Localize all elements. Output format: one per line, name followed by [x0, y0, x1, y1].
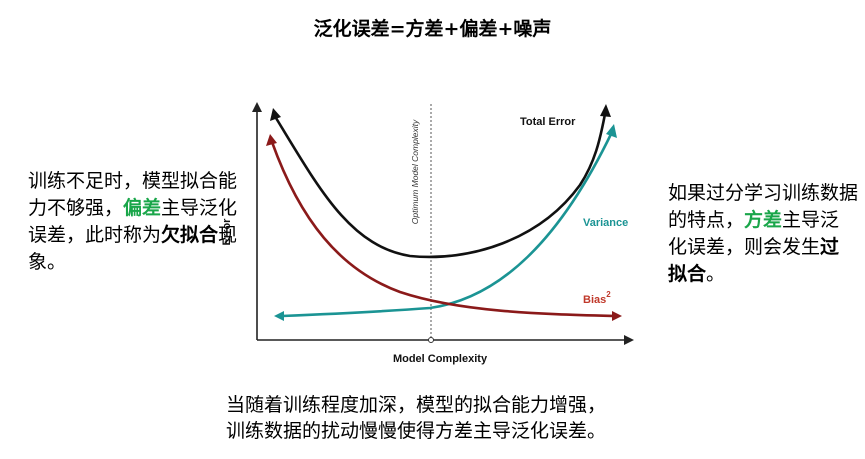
bias-label: Bias2	[583, 290, 611, 306]
left-text-part3: 现象。	[28, 224, 238, 273]
page-title: 泛化误差=方差+偏差+噪声	[313, 18, 552, 40]
bias-label-text: Bias	[583, 294, 606, 306]
overfit-highlight: 过拟合	[668, 236, 840, 285]
right-text-part1: 如果过分学习训练数据的特点，	[668, 182, 859, 231]
optimum-label: Optimum Model Complexity	[410, 119, 420, 224]
y-axis-arrowhead	[252, 102, 262, 112]
x-axis-arrowhead	[624, 335, 634, 345]
bias-curve	[270, 141, 615, 318]
left-text-part2: 主导泛化误差，此时称为	[28, 197, 238, 246]
variance-label: Variance	[583, 217, 628, 229]
bottom-explanation: 当随着训练程度加深，模型的拟合能力增强， 训练数据的扰动慢慢使得方差主导泛化误差…	[226, 392, 846, 444]
left-explanation: 训练不足时，模型拟合能力不够强，偏差主导泛化误差，此时称为欠拟合现象。	[28, 168, 243, 276]
variance-right-arrowhead	[606, 124, 617, 138]
right-text-part2: 主导泛化误差，则会发生	[668, 209, 840, 258]
left-text-part1: 训练不足时，模型拟合能力不够强，	[28, 170, 238, 219]
underfit-highlight: 欠拟合	[161, 224, 219, 246]
right-explanation: 如果过分学习训练数据的特点，方差主导泛化误差，则会发生过拟合。	[668, 180, 858, 288]
x-axis-label: Model Complexity	[393, 353, 488, 365]
variance-curve	[281, 131, 614, 318]
bottom-line-2: 训练数据的扰动慢慢使得方差主导泛化误差。	[226, 420, 607, 442]
optimum-marker	[428, 337, 434, 343]
total-error-curve	[274, 113, 607, 259]
right-text-part3: 。	[706, 263, 726, 285]
bias-left-arrowhead	[266, 134, 277, 146]
bottom-line-1: 当随着训练程度加深，模型的拟合能力增强，	[226, 394, 607, 416]
bias-highlight: 偏差	[123, 197, 162, 219]
total-error-label: Total Error	[520, 116, 576, 128]
total-error-left-arrowhead	[270, 108, 281, 121]
variance-left-arrowhead	[274, 311, 284, 321]
total-error-right-arrowhead	[600, 104, 611, 117]
variance-highlight: 方差	[744, 209, 783, 231]
bias-label-superscript: 2	[606, 290, 611, 299]
bias-right-arrowhead	[612, 311, 622, 321]
y-axis-label: Error	[221, 218, 233, 246]
